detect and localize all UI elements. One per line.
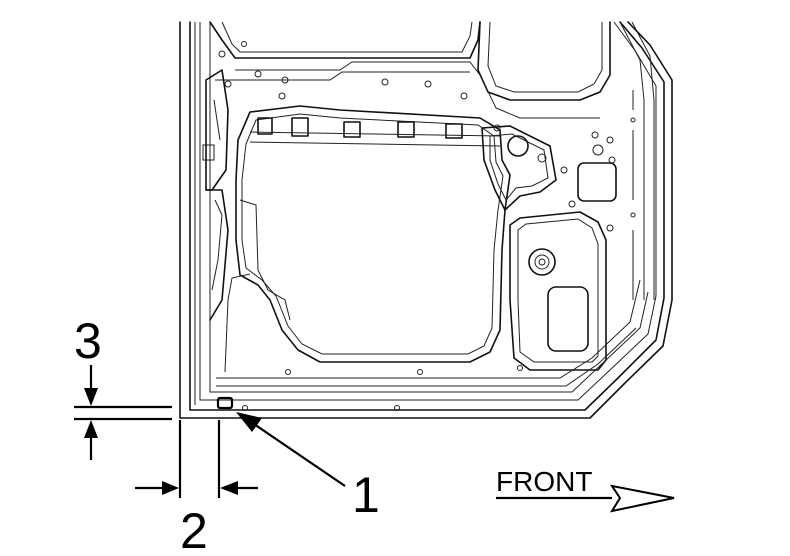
callout-3: 3 xyxy=(74,313,102,369)
panel-holes xyxy=(218,41,468,100)
leader-arrowhead xyxy=(236,412,262,432)
right-edge-ribs xyxy=(630,90,636,300)
right-side-openings xyxy=(560,131,617,232)
arrowhead-3-down xyxy=(84,388,98,406)
front-label: FRONT xyxy=(496,466,592,497)
arrowhead-2-right xyxy=(162,481,179,495)
front-direction-indicator: FRONT xyxy=(496,466,675,513)
hinge-side-reinforcement xyxy=(202,69,229,321)
callout-2: 2 xyxy=(180,503,208,556)
dimension-arrowheads xyxy=(84,365,238,495)
lower-right-pocket xyxy=(509,211,607,371)
arrowhead-2-left xyxy=(220,481,238,495)
dimension-lines xyxy=(74,405,258,498)
drain-hole xyxy=(216,396,234,410)
callout-1: 1 xyxy=(352,467,380,523)
callout-1-leader xyxy=(236,412,346,487)
front-arrow-icon xyxy=(609,484,675,513)
window-frame xyxy=(209,21,655,300)
arrowhead-3-up xyxy=(84,420,98,438)
door-frame xyxy=(179,21,673,419)
latch-pocket xyxy=(481,124,557,211)
top-tab-row xyxy=(249,117,501,147)
bottom-flange xyxy=(216,273,641,411)
